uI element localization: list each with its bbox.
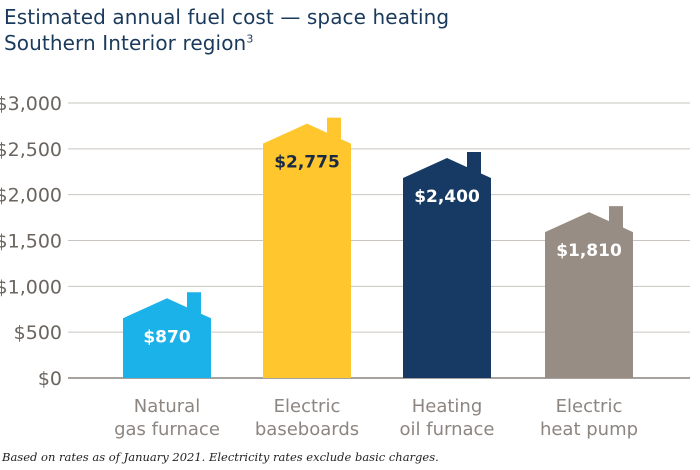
- chart-title: Estimated annual fuel cost — space heati…: [4, 5, 450, 29]
- bar-value-label: $1,810: [556, 241, 622, 261]
- y-tick-label: $500: [14, 322, 62, 344]
- y-tick-label: $1,500: [0, 231, 62, 253]
- category-label: Electric: [274, 396, 341, 417]
- y-tick-label: $2,500: [0, 139, 62, 161]
- value-labels: $870 $2,775 $2,400 $1,810: [143, 153, 622, 348]
- y-tick-label: $0: [38, 368, 62, 390]
- category-label: gas furnace: [114, 419, 220, 440]
- y-tick-label: $1,000: [0, 276, 62, 298]
- bar-value-label: $2,775: [274, 153, 340, 173]
- category-label: Natural: [134, 396, 200, 417]
- bar-value-label: $870: [143, 327, 190, 347]
- bar-house-icon: [403, 152, 491, 378]
- subtitle-footnote-marker: 3: [246, 32, 254, 46]
- y-tick-label: $3,000: [0, 93, 62, 115]
- chart-title-block: Estimated annual fuel cost — space heati…: [4, 4, 449, 56]
- y-tick-label: $2,000: [0, 185, 62, 207]
- bar-house-icon: [263, 117, 351, 378]
- chart-subtitle: Southern Interior region3: [4, 30, 449, 56]
- category-label: Heating: [412, 396, 483, 417]
- footnote: Based on rates as of January 2021. Elect…: [2, 450, 439, 464]
- y-axis-ticks: $0 $500 $1,000 $1,500 $2,000 $2,500 $3,000: [0, 93, 62, 390]
- category-label: heat pump: [540, 419, 638, 440]
- category-label: oil furnace: [400, 419, 495, 440]
- bar-house-icon: [123, 292, 211, 378]
- chart-subtitle-text: Southern Interior region: [4, 31, 247, 55]
- bars: [123, 117, 633, 378]
- bar-value-label: $2,400: [414, 187, 480, 207]
- category-label: baseboards: [255, 419, 359, 440]
- bar-house-icon: [545, 206, 633, 378]
- category-label: Electric: [556, 396, 623, 417]
